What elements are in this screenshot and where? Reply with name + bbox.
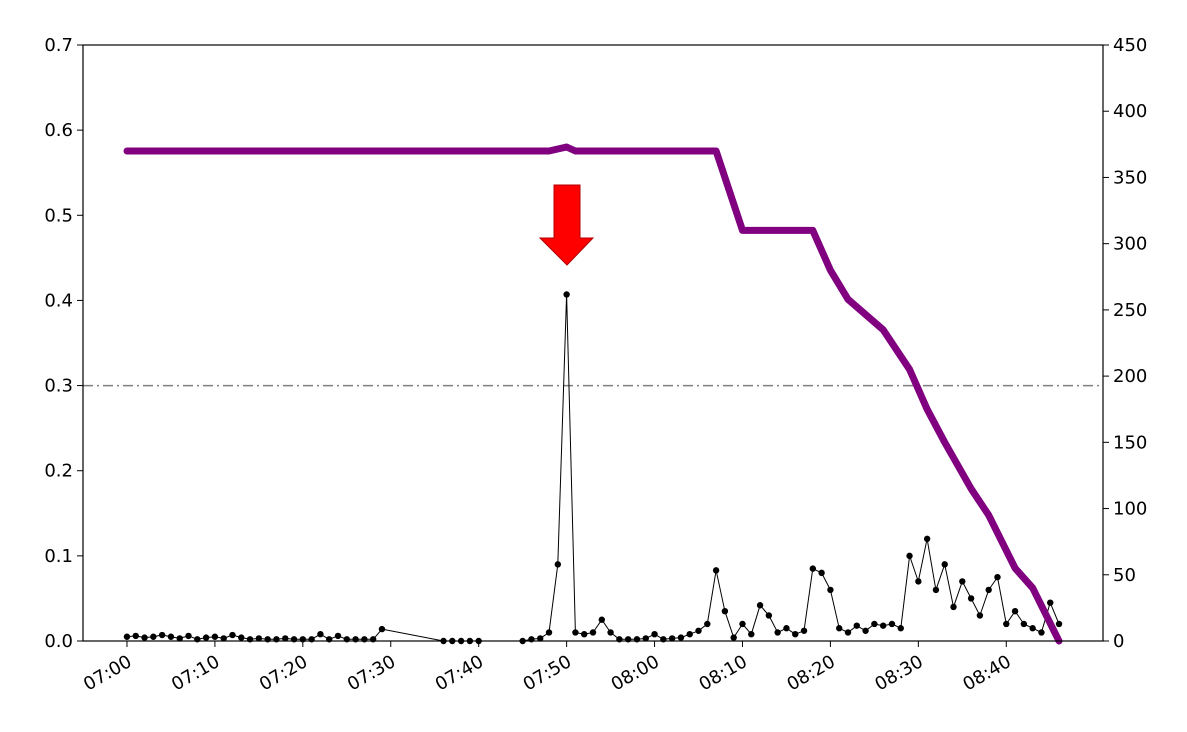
data-point [906,552,913,560]
data-point [563,291,570,298]
y-tick-label: 0.3 [44,376,73,397]
data-point [598,616,605,623]
data-point [1020,620,1028,628]
data-point [721,608,729,615]
data-point [818,569,825,577]
data-point [897,625,904,632]
y-tick-label: 0.2 [44,461,73,482]
data-point [167,633,175,640]
y2-tick-label: 0 [1113,631,1124,652]
data-point [317,630,324,638]
data-point [150,633,157,640]
series-line [123,143,1063,645]
data-point [756,602,764,609]
data-point [967,595,975,602]
data-point [378,625,386,633]
data-point [879,622,887,629]
y2-tick-label: 250 [1113,300,1147,321]
data-point [959,578,966,585]
data-point [827,586,834,594]
data-point [932,586,940,594]
y2-tick-label: 150 [1113,432,1147,453]
y2-tick-label: 350 [1113,167,1147,188]
data-point [642,635,649,642]
data-point [537,635,544,642]
data-point [748,630,755,638]
data-point [792,630,799,638]
data-point [695,627,702,634]
data-point [739,620,746,628]
data-point [589,629,597,636]
data-point [334,632,342,640]
data-point [774,629,781,636]
data-point [282,635,289,642]
y2-tick-label: 400 [1113,101,1147,122]
data-point [994,573,1001,581]
data-point [923,535,931,543]
data-point [211,633,219,640]
y2-tick-label: 200 [1113,366,1147,387]
data-point [141,634,148,641]
y-tick-label: 0.5 [44,205,73,226]
data-point [862,627,869,634]
data-point [255,635,263,642]
data-point [783,625,790,632]
data-point [238,634,245,641]
y2-tick-label: 450 [1113,35,1147,56]
data-point [132,632,139,640]
y2-tick-label: 50 [1113,565,1136,586]
y-tick-label: 0.1 [44,546,73,567]
data-point [607,629,614,636]
y-tick-label: 0.4 [44,290,73,311]
data-point [202,634,210,641]
data-point [712,567,720,574]
y-tick-label: 0.7 [44,35,73,56]
y2-tick-label: 100 [1113,499,1147,520]
plot-area [83,143,1103,645]
data-point [765,612,773,619]
arrow-annotation [538,184,595,266]
data-point [950,603,957,611]
data-point [668,635,676,642]
data-point [677,634,685,641]
data-point [220,635,227,642]
y-tick-label: 0.6 [44,120,73,141]
plot-frame [82,44,1104,642]
data-point [800,627,808,634]
data-point [985,586,992,594]
data-point [185,632,192,640]
data-point [809,565,817,572]
y2-tick-label: 300 [1113,234,1147,255]
data-point [915,578,922,585]
data-point [941,561,948,568]
data-point [1038,629,1045,636]
data-point [1055,620,1063,628]
data-point [730,634,737,641]
data-point [572,629,579,636]
data-point [1047,599,1054,606]
data-point [844,629,852,636]
data-point [853,622,860,629]
data-point [651,630,658,638]
data-point [1003,620,1010,628]
data-point [871,620,878,628]
data-point [554,561,562,568]
data-point [888,620,896,628]
data-point [704,620,711,628]
data-point [836,625,843,632]
data-point [976,612,984,619]
data-point [581,630,588,638]
y-tick-label: 0.0 [44,631,73,652]
data-point [123,633,131,640]
data-point [545,629,553,636]
data-point [229,631,236,639]
data-point [1011,608,1019,615]
data-point [1029,625,1036,632]
data-point [176,635,183,642]
data-point [158,631,166,639]
data-point [686,630,693,638]
